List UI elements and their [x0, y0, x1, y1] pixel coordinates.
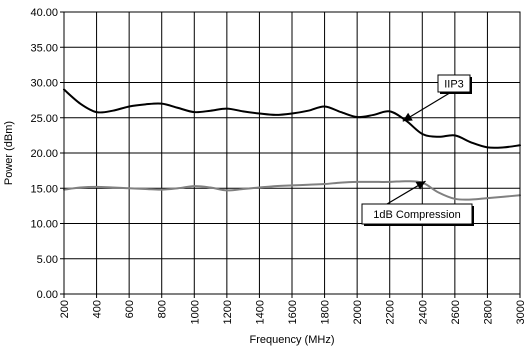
x-tick-label: 1200	[222, 300, 234, 324]
y-tick-label: 30.00	[30, 78, 58, 90]
x-tick-label: 1400	[254, 300, 266, 324]
x-tick-label: 200	[59, 300, 71, 318]
annotation-arrowhead-1db-compression	[415, 181, 426, 190]
x-tick-label: 1000	[189, 300, 201, 324]
series-line-iip3	[63, 88, 521, 149]
y-tick-label: 10.00	[30, 219, 58, 231]
annotations: IIP3 1dB Compression	[361, 74, 474, 226]
y-tick-label: 5.00	[37, 254, 58, 266]
x-tick-label: 800	[157, 300, 169, 318]
x-axis-ticks: 200 400 600 800 1000 1200 1400 1600 1800 2000 2200…	[59, 294, 527, 324]
annotation-label-1db-compression: 1dB Compression	[373, 209, 460, 221]
x-tick-label: 2000	[352, 300, 364, 324]
x-tick-label: 2400	[417, 300, 429, 324]
annotation-box-1db-compression	[361, 203, 473, 225]
y-tick-label: 0.00	[37, 289, 58, 301]
y-axis-ticks: 0.00 5.00 10.00 15.00 20.00 25.00 30.00 35.00 40…	[30, 7, 64, 301]
x-tick-label: 2800	[482, 300, 494, 324]
x-tick-label: 1600	[287, 300, 299, 324]
annotation-arrow-iip3	[402, 90, 454, 122]
x-tick-label: 1800	[320, 300, 332, 324]
x-tick-label: 600	[124, 300, 136, 318]
y-tick-label: 20.00	[30, 148, 58, 160]
x-tick-label: 2200	[385, 300, 397, 324]
x-tick-label: 400	[92, 300, 104, 318]
annotation-box-iip3	[437, 74, 471, 93]
series-group	[63, 88, 521, 201]
y-axis-label: Power (dBm)	[3, 121, 15, 185]
y-tick-label: 25.00	[30, 113, 58, 125]
x-tick-label: 2600	[450, 300, 462, 324]
y-tick-label: 35.00	[30, 42, 58, 54]
x-tick-label: 3000	[515, 300, 527, 324]
annotation-label-iip3: IIP3	[444, 79, 464, 91]
y-tick-label: 40.00	[30, 7, 58, 19]
x-axis-label: Frequency (MHz)	[250, 334, 335, 346]
series-line-1db-compression	[63, 180, 521, 201]
y-tick-label: 15.00	[30, 183, 58, 195]
annotation-arrowhead-iip3	[402, 112, 413, 122]
